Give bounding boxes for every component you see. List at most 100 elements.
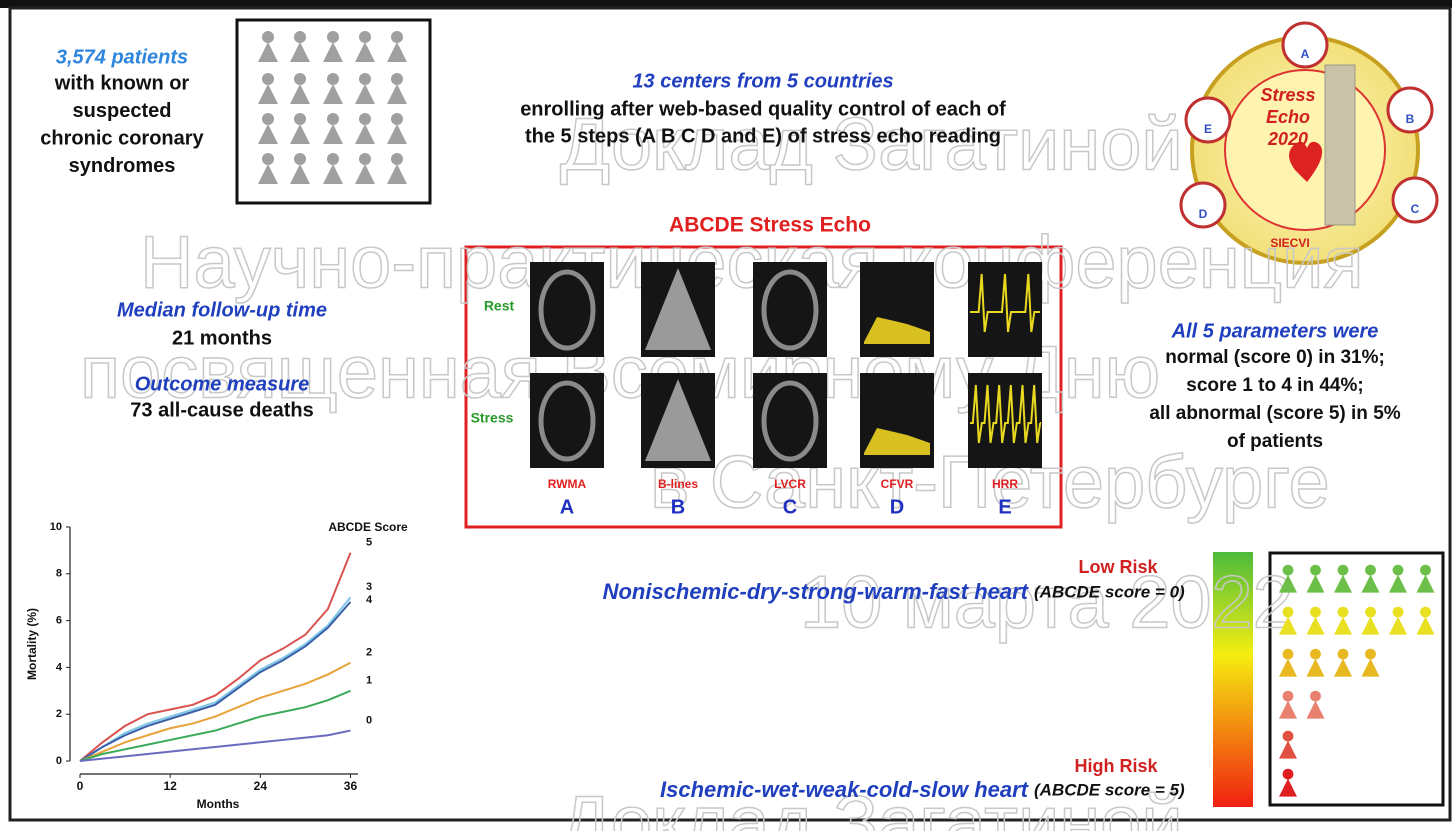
risk-box bbox=[1268, 551, 1445, 807]
parameters-line: all abnormal (score 5) in 5% bbox=[1149, 403, 1400, 424]
centers-line: the 5 steps (A B C D and E) of stress ec… bbox=[525, 125, 1001, 147]
watermark: 10 марта 2022 bbox=[800, 561, 1294, 644]
legend-title: ABCDE Score bbox=[328, 520, 408, 534]
logo-step bbox=[1391, 176, 1439, 224]
y-axis-label: Mortality (%) bbox=[25, 608, 39, 680]
person-head bbox=[359, 153, 371, 165]
series-label: 1 bbox=[366, 675, 372, 687]
parameters-line: score 1 to 4 in 44%; bbox=[1186, 375, 1363, 396]
risk-low: Low Risk bbox=[1078, 557, 1158, 577]
person-body bbox=[1361, 616, 1380, 635]
person-head bbox=[391, 113, 403, 125]
person-head bbox=[262, 31, 274, 43]
person-body bbox=[290, 124, 310, 144]
series-line bbox=[79, 601, 352, 762]
logo-step-letter: B bbox=[1406, 112, 1415, 126]
person-head bbox=[391, 153, 403, 165]
series-line bbox=[79, 729, 351, 762]
person-body bbox=[323, 164, 343, 184]
echo-sector bbox=[645, 379, 711, 461]
person-body bbox=[355, 124, 375, 144]
y-tick-label: 4 bbox=[56, 661, 63, 673]
logo-tower bbox=[1324, 64, 1356, 226]
watermark: Научно-практическая конференция bbox=[140, 221, 1364, 304]
person-body bbox=[1389, 574, 1407, 593]
risk-gradient bbox=[1213, 552, 1253, 807]
person-body bbox=[1279, 616, 1297, 635]
logo-society: SIECVI bbox=[1270, 236, 1309, 250]
series-label: 0 bbox=[366, 714, 372, 726]
echo-cavity bbox=[761, 380, 819, 462]
person-body bbox=[355, 84, 375, 104]
person-head bbox=[327, 113, 339, 125]
x-tick-label: 0 bbox=[77, 779, 84, 793]
logo-step-letter: D bbox=[1199, 207, 1208, 221]
step-name: HRR bbox=[992, 477, 1018, 491]
person-body bbox=[1279, 574, 1297, 593]
row-label: Rest bbox=[484, 298, 515, 314]
row-label: Stress bbox=[471, 410, 514, 426]
person-body bbox=[387, 124, 407, 144]
centers-line: enrolling after web-based quality contro… bbox=[520, 98, 1006, 120]
patients-line: chronic coronary bbox=[40, 127, 204, 149]
centers-headline: 13 centers from 5 countries bbox=[632, 70, 893, 92]
person-head bbox=[391, 73, 403, 85]
frame bbox=[8, 6, 1452, 822]
y-tick-label: 6 bbox=[56, 615, 62, 627]
person-head bbox=[1282, 606, 1294, 618]
y-tick-label: 2 bbox=[56, 708, 62, 720]
person-body bbox=[1306, 616, 1325, 635]
person-body bbox=[1306, 658, 1325, 677]
person-body bbox=[1334, 616, 1352, 635]
y-tick-label: 0 bbox=[56, 755, 62, 767]
step-name: RWMA bbox=[548, 477, 587, 491]
person-body bbox=[1334, 658, 1352, 677]
person-body bbox=[258, 42, 278, 62]
person-body bbox=[290, 164, 310, 184]
person-body bbox=[1306, 574, 1325, 593]
logo-step-letter: A bbox=[1301, 47, 1310, 61]
series-line bbox=[79, 689, 351, 762]
person-body bbox=[323, 42, 343, 62]
person-body bbox=[387, 84, 407, 104]
person-head bbox=[294, 153, 306, 165]
series-label: 5 bbox=[366, 537, 372, 549]
person-head bbox=[1392, 564, 1404, 576]
echo-ecg bbox=[970, 384, 1042, 444]
step-name: LVCR bbox=[774, 477, 806, 491]
follow-up-value: 21 months bbox=[172, 327, 272, 349]
echo-cavity bbox=[538, 269, 596, 351]
step-letter: A bbox=[560, 496, 574, 518]
patients-headline: 3,574 patients bbox=[56, 46, 188, 68]
person-body bbox=[290, 84, 310, 104]
person-head bbox=[1310, 606, 1321, 618]
series-line bbox=[79, 596, 352, 762]
step-name: CFVR bbox=[881, 477, 914, 491]
step-name: B-lines bbox=[658, 477, 698, 491]
risk-top-score: (ABCDE score = 0) bbox=[1034, 582, 1185, 601]
risk-bottom-text: Ischemic-wet-weak-cold-slow heart bbox=[660, 777, 1030, 802]
echo-ecg bbox=[970, 273, 1040, 333]
x-tick-label: 24 bbox=[254, 779, 268, 793]
person-body bbox=[323, 124, 343, 144]
watermark: Доклад Загатиной bbox=[560, 781, 1183, 831]
logo-step bbox=[1184, 96, 1232, 144]
echo-panel bbox=[464, 245, 1063, 529]
logo-heart bbox=[1289, 141, 1323, 182]
parameters-headline: All 5 parameters were bbox=[1171, 320, 1379, 342]
person-body bbox=[258, 84, 278, 104]
step-letter: B bbox=[671, 496, 685, 518]
person-body bbox=[258, 164, 278, 184]
risk-top-text: Nonischemic-dry-strong-warm-fast heart bbox=[603, 579, 1030, 604]
person-head bbox=[1392, 606, 1404, 618]
x-axis-label: Months bbox=[197, 797, 240, 811]
person-body bbox=[258, 124, 278, 144]
x-tick-label: 36 bbox=[344, 779, 358, 793]
series-label: 3 bbox=[366, 581, 372, 593]
echo-sector bbox=[645, 268, 711, 350]
person-body bbox=[355, 42, 375, 62]
person-head bbox=[1337, 606, 1349, 618]
person-head bbox=[1365, 564, 1376, 576]
person-body bbox=[1279, 740, 1297, 759]
